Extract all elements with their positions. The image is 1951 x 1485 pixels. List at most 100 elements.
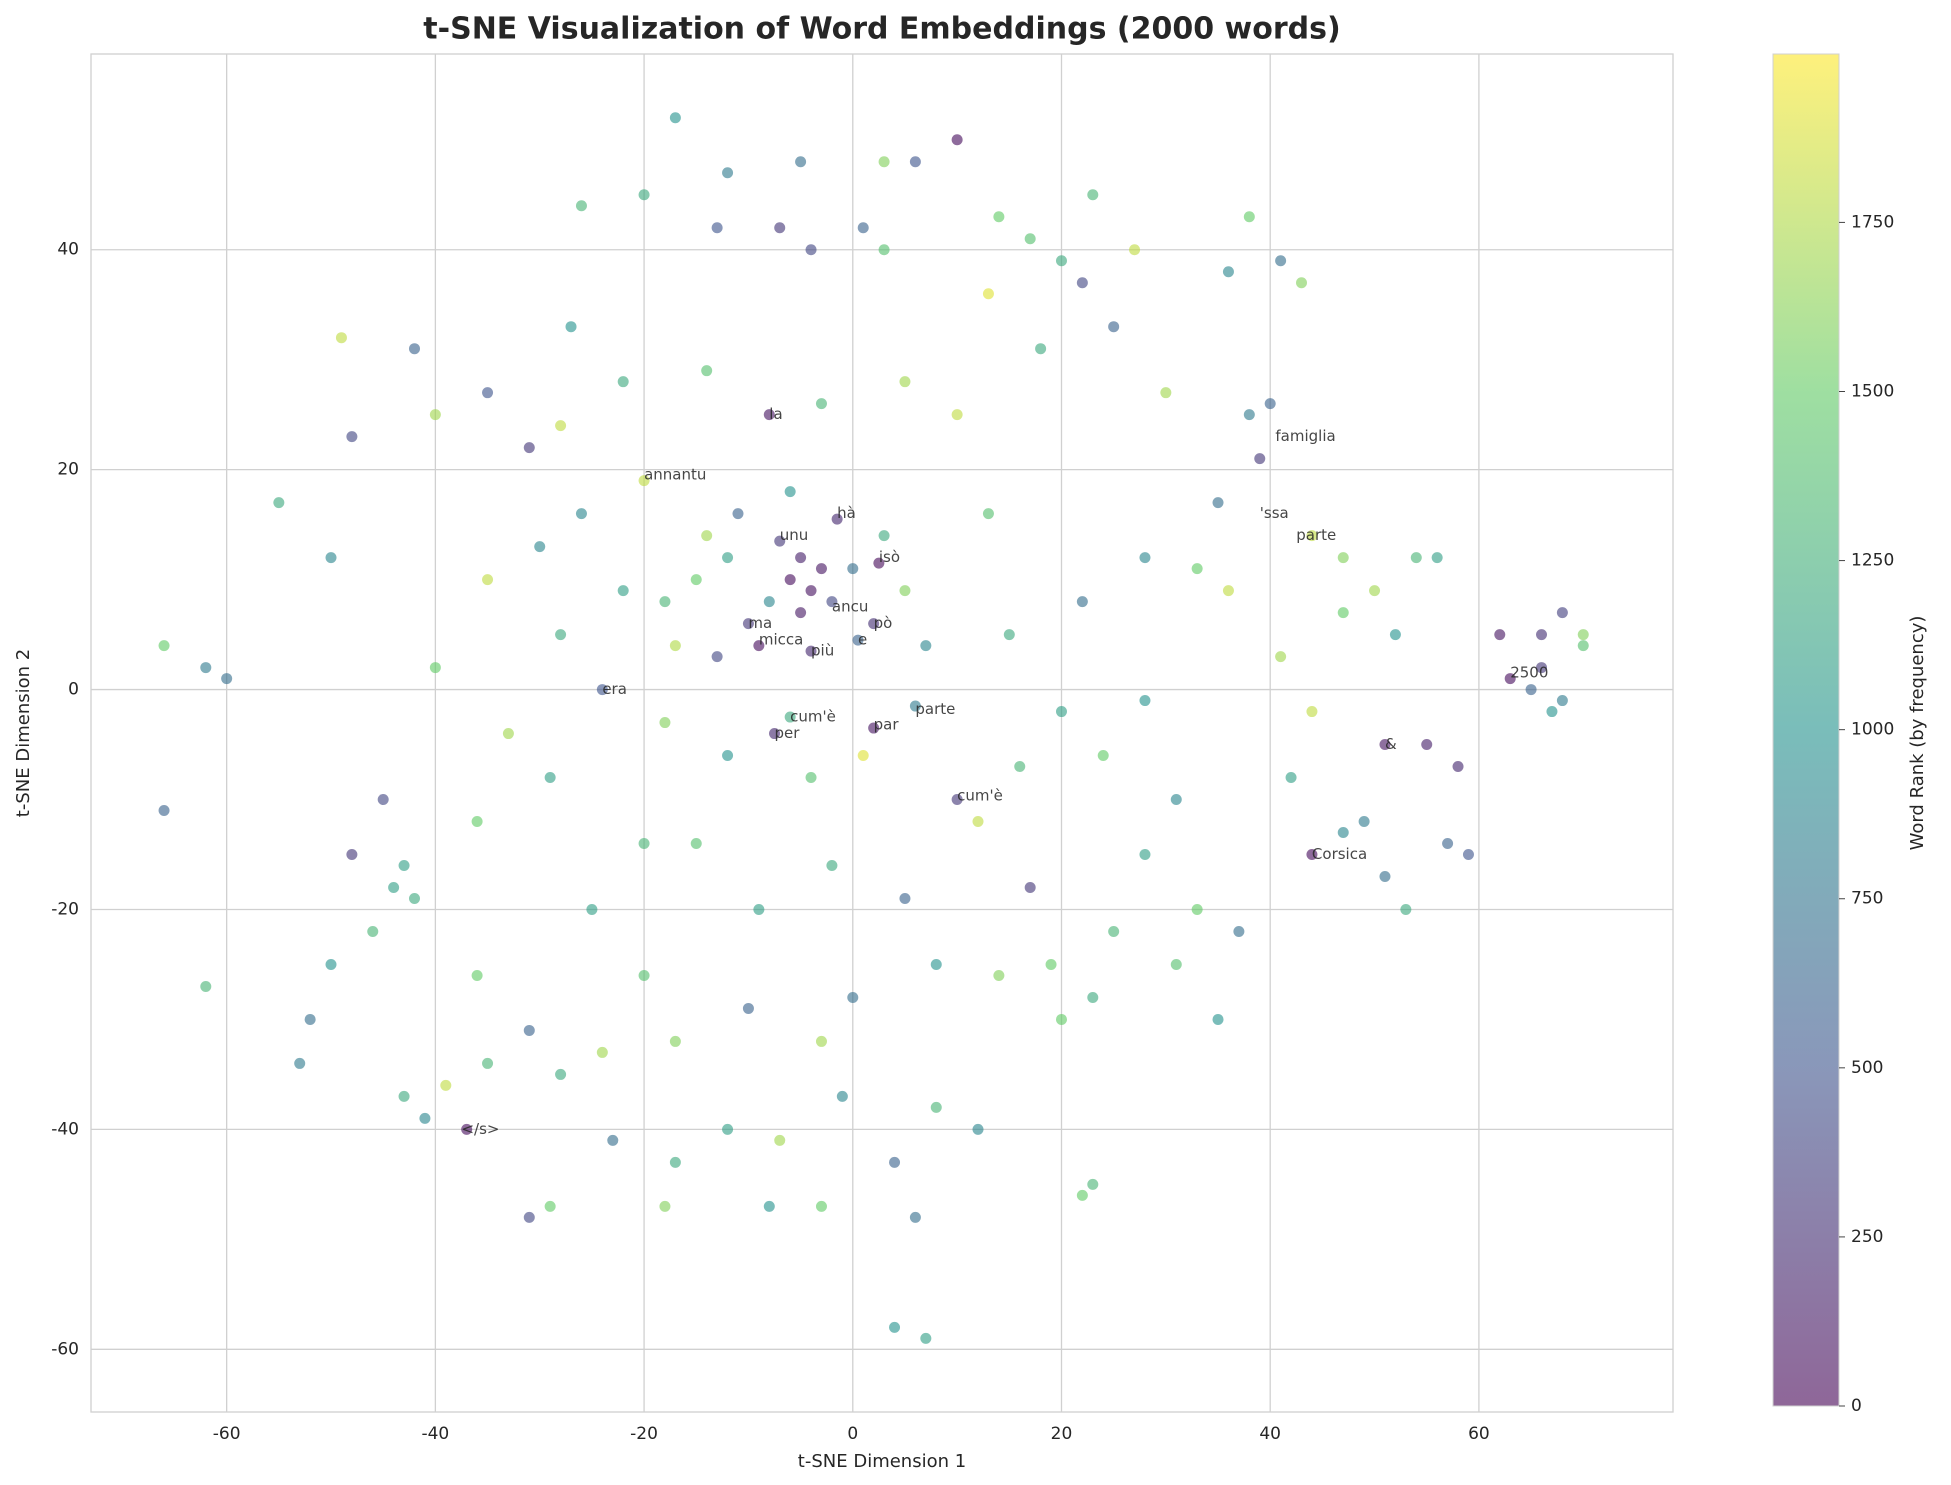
point — [1285, 772, 1297, 784]
word-label: micca — [759, 631, 803, 649]
point — [722, 552, 734, 564]
point — [951, 134, 963, 146]
point — [805, 244, 817, 256]
word-label: parte — [1296, 526, 1336, 544]
word-label: parte — [915, 700, 955, 718]
word-label: la — [769, 405, 782, 423]
point — [1222, 585, 1234, 597]
point — [617, 376, 629, 388]
point — [482, 574, 494, 586]
point — [878, 156, 890, 168]
point — [304, 1013, 316, 1025]
point — [596, 1046, 608, 1058]
point — [722, 1123, 734, 1135]
point — [638, 838, 650, 850]
point — [878, 244, 890, 256]
point — [1003, 629, 1015, 641]
word-label: Corsica — [1312, 845, 1367, 863]
point — [815, 563, 827, 575]
point — [408, 892, 420, 904]
point — [1379, 870, 1391, 882]
x-tick-label: 20 — [1051, 1424, 1073, 1444]
word-label: per — [775, 724, 801, 742]
point — [1525, 684, 1537, 696]
point — [982, 508, 994, 520]
point — [826, 596, 838, 608]
colorbar-tick-label: 1750 — [1851, 212, 1894, 232]
point — [847, 563, 859, 575]
word-label: ma — [748, 614, 772, 632]
point — [711, 222, 723, 234]
point — [1108, 925, 1120, 937]
point — [408, 343, 420, 355]
point — [1212, 497, 1224, 509]
point — [1243, 409, 1255, 421]
point — [575, 508, 587, 520]
point — [221, 673, 233, 685]
point — [1097, 750, 1109, 762]
point — [993, 969, 1005, 981]
point — [774, 222, 786, 234]
point — [1087, 1178, 1099, 1190]
point — [701, 530, 713, 542]
colorbar-label: Word Rank (by frequency) — [1907, 616, 1928, 851]
point — [769, 728, 781, 740]
point — [1452, 761, 1464, 773]
y-tick-label: -20 — [51, 899, 79, 919]
point — [795, 607, 807, 619]
point — [1556, 607, 1568, 619]
point — [1139, 695, 1151, 707]
point — [1170, 958, 1182, 970]
point — [1045, 958, 1057, 970]
point — [1536, 629, 1548, 641]
word-label: pò — [874, 614, 893, 632]
point — [711, 651, 723, 663]
word-label: era — [602, 680, 627, 698]
point — [1191, 563, 1203, 575]
point — [544, 772, 556, 784]
point — [1233, 925, 1245, 937]
point — [1337, 607, 1349, 619]
point — [795, 552, 807, 564]
point — [1087, 189, 1099, 201]
point — [1389, 629, 1401, 641]
y-tick-label: -60 — [51, 1339, 79, 1359]
point — [1379, 739, 1391, 751]
point — [690, 574, 702, 586]
point — [346, 849, 358, 861]
point — [899, 892, 911, 904]
point — [763, 409, 775, 421]
point — [1400, 903, 1412, 915]
point — [889, 1321, 901, 1333]
word-label: più — [811, 642, 834, 660]
point — [930, 958, 942, 970]
point — [482, 387, 494, 399]
point — [669, 1156, 681, 1168]
x-tick-label: -20 — [630, 1424, 658, 1444]
point — [805, 645, 817, 657]
word-label: hà — [837, 504, 856, 522]
colorbar-tick-label: 250 — [1851, 1227, 1883, 1247]
point — [669, 1035, 681, 1047]
point — [440, 1079, 452, 1091]
colorbar — [1772, 53, 1840, 1407]
point — [1139, 552, 1151, 564]
point — [857, 750, 869, 762]
point — [1035, 343, 1047, 355]
point — [1024, 233, 1036, 245]
point — [565, 321, 577, 333]
point — [617, 585, 629, 597]
point — [273, 497, 285, 509]
point — [1410, 552, 1422, 564]
point — [607, 1134, 619, 1146]
word-label: & — [1385, 735, 1397, 753]
point — [346, 431, 358, 443]
point — [398, 1090, 410, 1102]
point — [398, 860, 410, 872]
point — [1306, 530, 1318, 542]
point — [638, 475, 650, 487]
point — [1369, 585, 1381, 597]
point — [1170, 794, 1182, 806]
word-label: cum'è — [790, 708, 836, 726]
point — [857, 222, 869, 234]
